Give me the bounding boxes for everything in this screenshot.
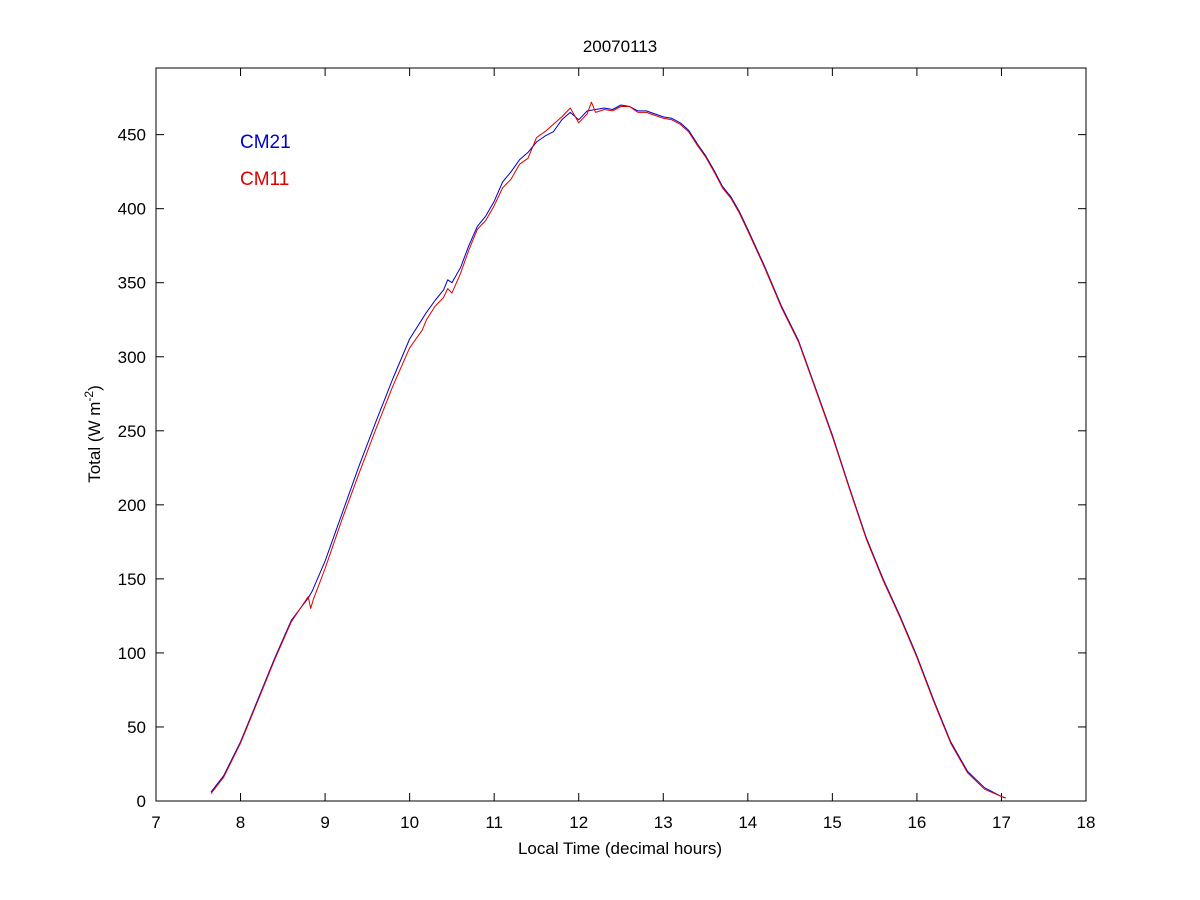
y-tick-label: 250 — [118, 422, 146, 441]
y-tick-label: 350 — [118, 274, 146, 293]
x-tick-label: 12 — [569, 813, 588, 832]
y-tick-label: 150 — [118, 570, 146, 589]
x-tick-label: 18 — [1077, 813, 1096, 832]
legend: CM21 CM11 — [240, 132, 291, 190]
y-tick-label: 300 — [118, 348, 146, 367]
x-tick-label: 9 — [320, 813, 329, 832]
chart-title: 20070113 — [583, 37, 657, 56]
legend-label-cm11: CM11 — [240, 169, 289, 190]
y-tick-label: 450 — [118, 126, 146, 145]
plot-frame — [155, 67, 1087, 802]
y-tick-label: 200 — [118, 496, 146, 515]
x-tick-label: 8 — [236, 813, 245, 832]
legend-label-cm21: CM21 — [240, 132, 291, 153]
x-tick-label: 15 — [823, 813, 842, 832]
x-tick-label: 14 — [738, 813, 757, 832]
x-tick-label: 7 — [151, 813, 160, 832]
y-axis-label: Total (W m-2) — [82, 385, 104, 483]
x-tick-label: 16 — [907, 813, 926, 832]
y-tick-label: 0 — [137, 792, 146, 811]
x-tick-label: 11 — [485, 813, 503, 832]
x-tick-label: 17 — [992, 813, 1011, 832]
y-tick-label: 400 — [118, 200, 146, 219]
x-tick-label: 13 — [654, 813, 673, 832]
y-tick-label: 100 — [118, 644, 146, 663]
y-axis-label-superscript: -2 — [82, 391, 96, 402]
x-axis-label: Local Time (decimal hours) — [518, 839, 722, 858]
y-tick-label: 50 — [127, 718, 146, 737]
y-axis-label-main: Total (W m — [85, 402, 104, 483]
series-line-cm11 — [210, 101, 1006, 799]
y-axis-label-tail: ) — [85, 385, 104, 391]
x-tick-label: 10 — [400, 813, 419, 832]
